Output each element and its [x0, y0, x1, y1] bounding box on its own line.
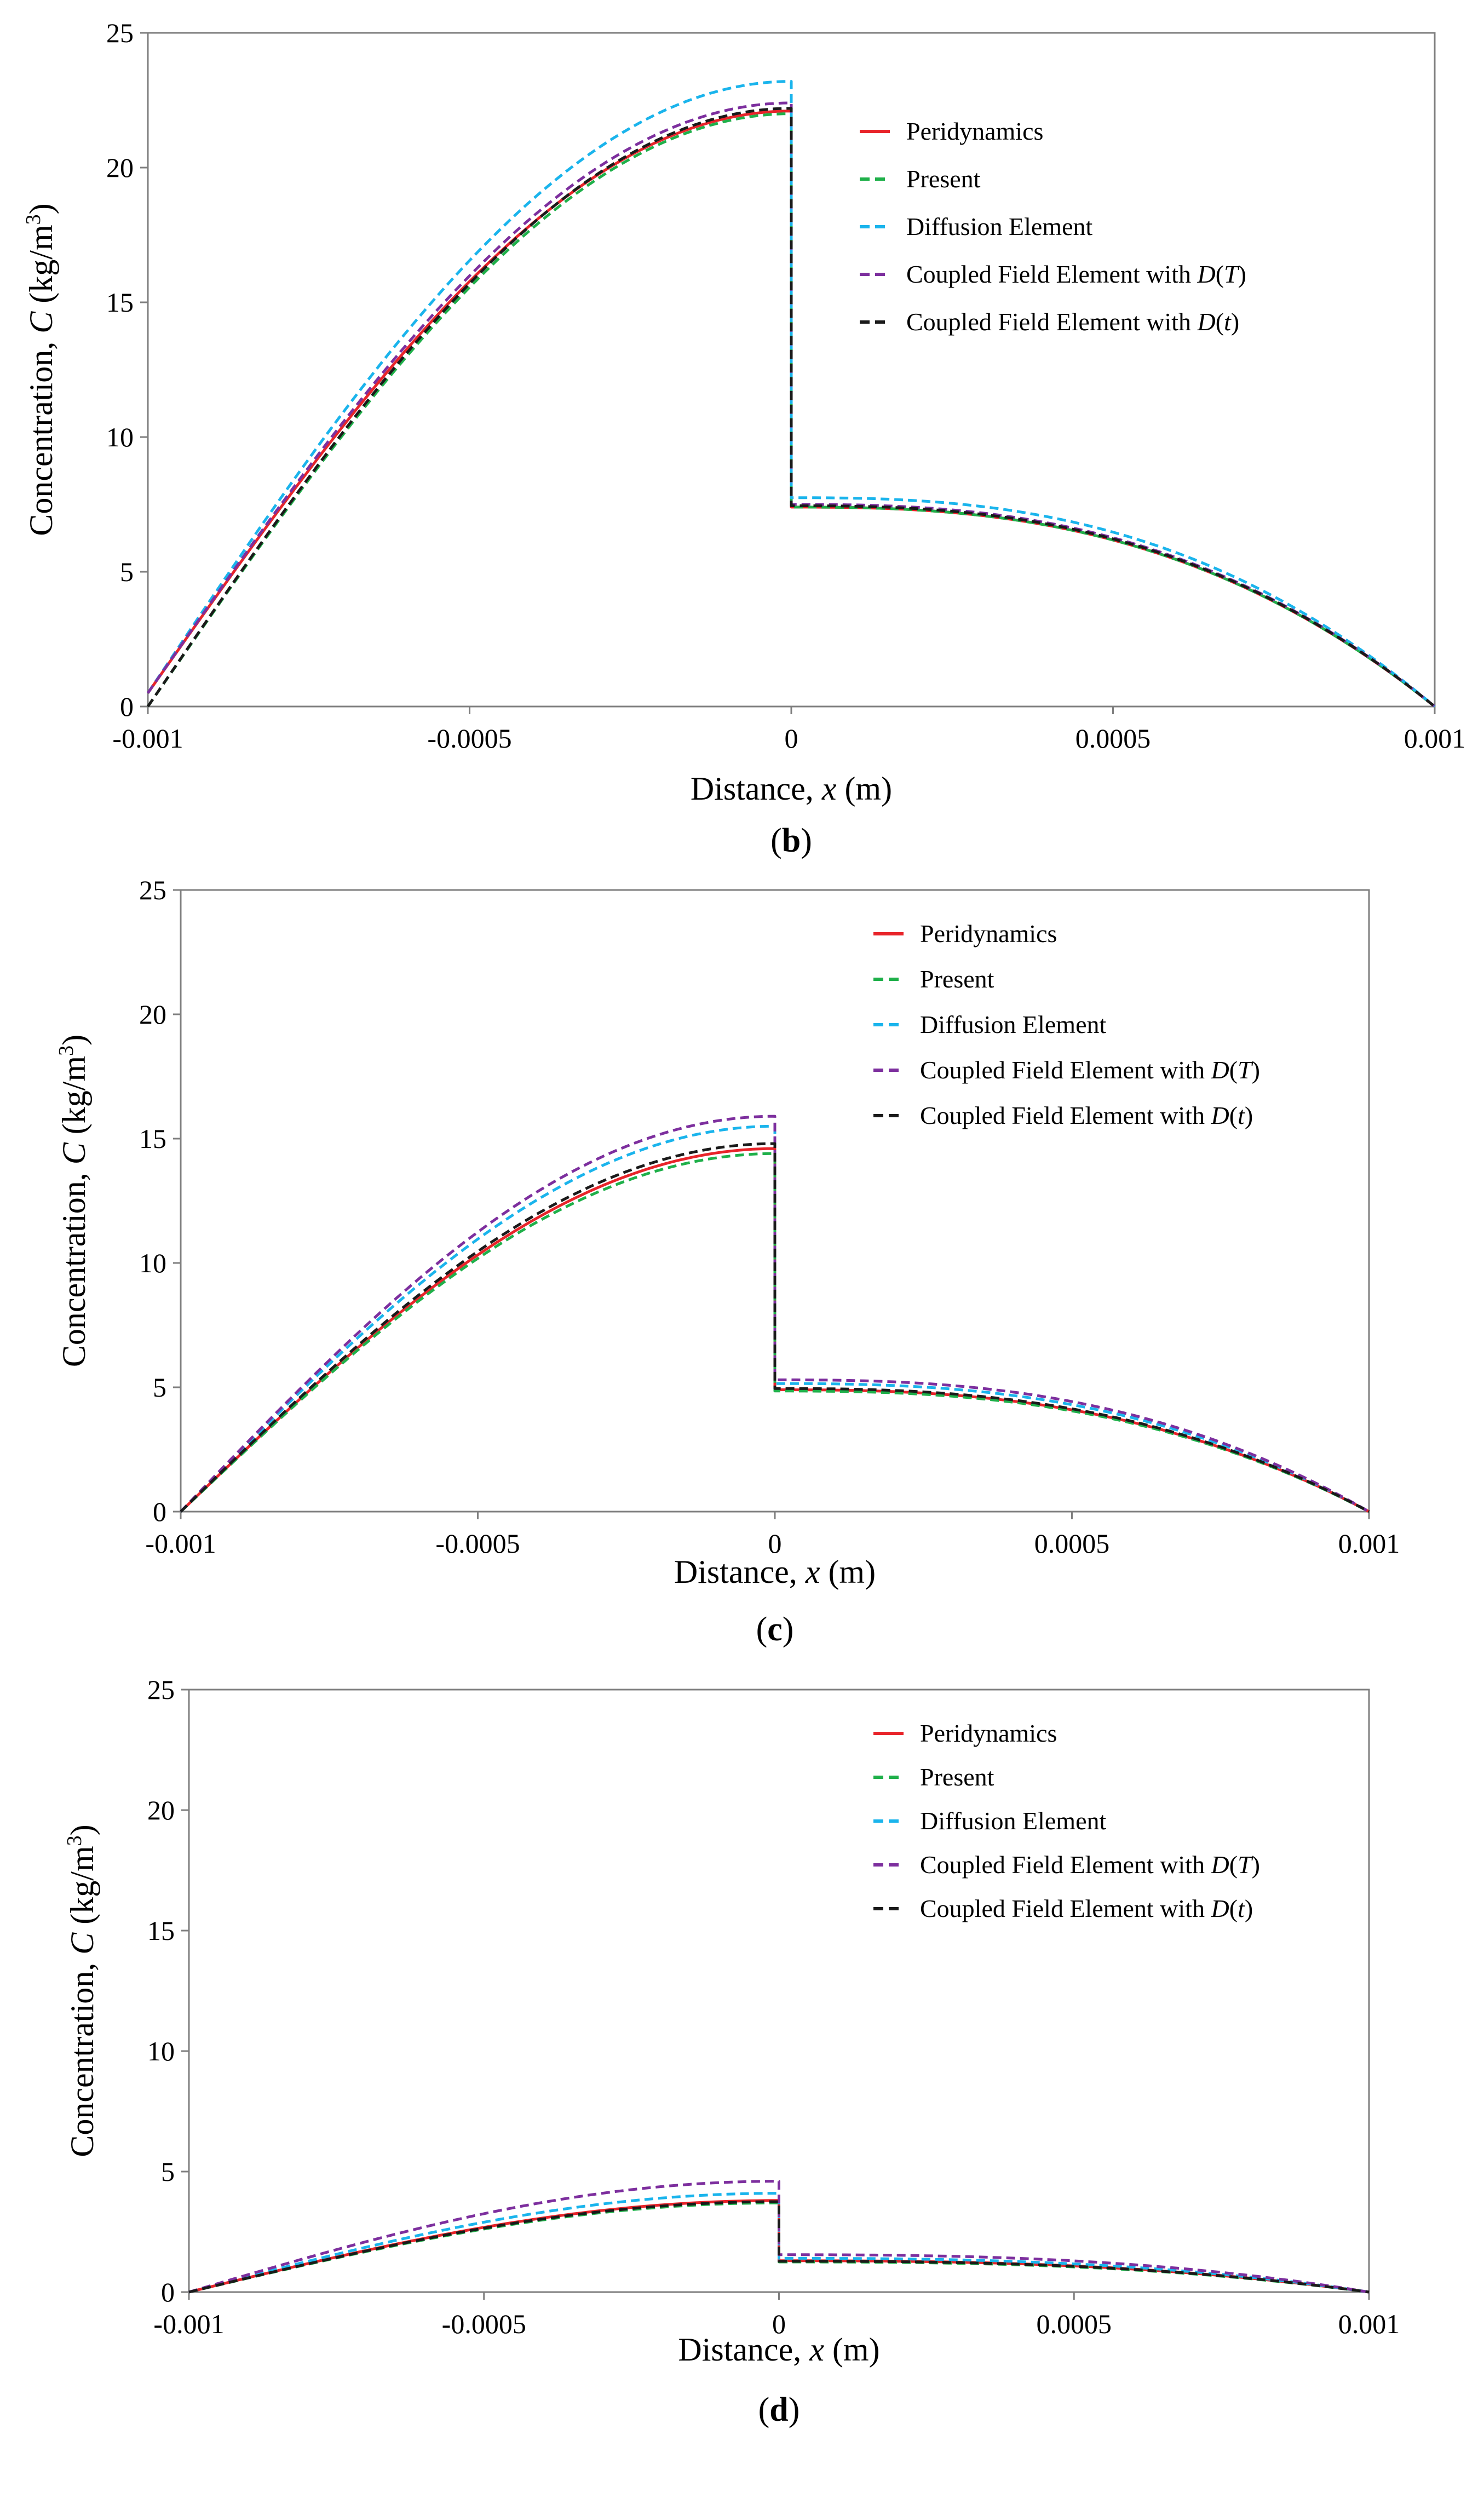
- y-tick-label: 5: [153, 1372, 166, 1403]
- y-tick-label: 15: [106, 287, 134, 318]
- chart-panel-c: 0 5 10 15 20 25 -0.001 -0.0005 0 0.0005 0.001 Dista…: [55, 875, 1400, 1648]
- series-line-coupled-field-element-with-d-t: [146, 107, 1436, 708]
- legend-label: Coupled Field Element with D(t): [906, 308, 1239, 336]
- y-tick-label: 20: [106, 152, 134, 183]
- x-axis-title: Distance, x (m): [678, 2332, 879, 2368]
- x-tick-label: 0: [785, 723, 798, 754]
- y-tick-label: 0: [161, 2277, 175, 2307]
- series-line-coupled-field-element-with-d-t: [180, 1142, 1370, 1513]
- legend-label: Peridynamics: [920, 920, 1057, 947]
- y-tick-label: 25: [139, 875, 166, 905]
- legend: Peridynamics Present Diffusion Element Coup…: [860, 117, 1246, 336]
- legend-label: Coupled Field Element with D(T): [920, 1056, 1260, 1084]
- legend-label: Present: [906, 165, 981, 193]
- legend-label: Peridynamics: [920, 1719, 1057, 1747]
- x-tick-label: -0.001: [145, 1528, 216, 1559]
- legend-label: Present: [920, 965, 994, 993]
- chart-panel-d: 0 5 10 15 20 25 -0.001 -0.0005 0 0.0005 0.001 Dista…: [63, 1674, 1400, 2428]
- legend-label: Diffusion Element: [920, 1807, 1106, 1835]
- panel-label: (c): [756, 1611, 794, 1648]
- legend-label: Diffusion Element: [906, 213, 1092, 240]
- x-tick-label: -0.0005: [427, 723, 511, 754]
- y-axis-title: Concentration, C (kg/m3): [63, 1824, 100, 2157]
- y-tick-label: 15: [139, 1123, 166, 1154]
- y-tick-label: 10: [106, 422, 134, 452]
- y-tick-label: 10: [147, 2036, 175, 2066]
- legend-label: Coupled Field Element with D(t): [920, 1894, 1253, 1922]
- x-tick-label: 0.0005: [1037, 2309, 1112, 2339]
- y-axis-title: Concentration, C (kg/m3): [22, 203, 59, 536]
- y-tick-label: 5: [161, 2156, 175, 2187]
- panel-label: (d): [758, 2391, 800, 2428]
- x-tick-label: -0.001: [153, 2309, 224, 2339]
- x-tick-label: 0.0005: [1075, 723, 1151, 754]
- legend: Peridynamics Present Diffusion Element Coup…: [873, 1719, 1260, 1922]
- x-tick-label: 0.001: [1338, 2309, 1400, 2339]
- x-tick-label: -0.0005: [435, 1528, 520, 1559]
- legend-label: Coupled Field Element with D(T): [906, 260, 1246, 288]
- y-tick-label: 0: [120, 691, 134, 722]
- y-tick-label: 15: [147, 1915, 175, 1946]
- y-tick-label: 0: [153, 1496, 166, 1527]
- x-tick-label: 0: [768, 1528, 782, 1559]
- x-tick-label: -0.001: [112, 723, 183, 754]
- chart-panel-b: 0 5 10 15 20 25 -0.001 -0.0005 0 0.0005 0.001 Dista…: [22, 18, 1465, 859]
- legend-label: Coupled Field Element with D(T): [920, 1851, 1260, 1879]
- x-tick-label: 0.0005: [1034, 1528, 1110, 1559]
- legend: Peridynamics Present Diffusion Element Coup…: [873, 920, 1260, 1129]
- x-tick-label: 0.001: [1338, 1528, 1400, 1559]
- x-axis-title: Distance, x (m): [674, 1554, 876, 1590]
- series-line-coupled-field-element-with-d-t: [180, 1115, 1370, 1513]
- legend-label: Coupled Field Element with D(t): [920, 1101, 1253, 1129]
- panel-label: (b): [770, 822, 812, 859]
- y-tick-label: 25: [147, 1674, 175, 1705]
- y-axis-title: Concentration, C (kg/m3): [55, 1035, 92, 1367]
- x-tick-label: -0.0005: [442, 2309, 526, 2339]
- y-tick-label: 5: [120, 556, 134, 587]
- legend-label: Diffusion Element: [920, 1010, 1106, 1038]
- y-tick-label: 20: [139, 999, 166, 1030]
- x-tick-label: 0.001: [1404, 723, 1466, 754]
- x-tick-label: 0: [772, 2309, 786, 2339]
- y-tick-label: 20: [147, 1795, 175, 1825]
- x-axis-title: Distance, x (m): [691, 771, 892, 807]
- series-line-present: [180, 1152, 1370, 1513]
- series-line-coupled-field-element-with-d-t: [188, 2180, 1370, 2294]
- y-tick-label: 10: [139, 1248, 166, 1278]
- legend-label: Peridynamics: [906, 117, 1043, 145]
- y-tick-label: 25: [106, 18, 134, 48]
- legend-label: Present: [920, 1763, 994, 1791]
